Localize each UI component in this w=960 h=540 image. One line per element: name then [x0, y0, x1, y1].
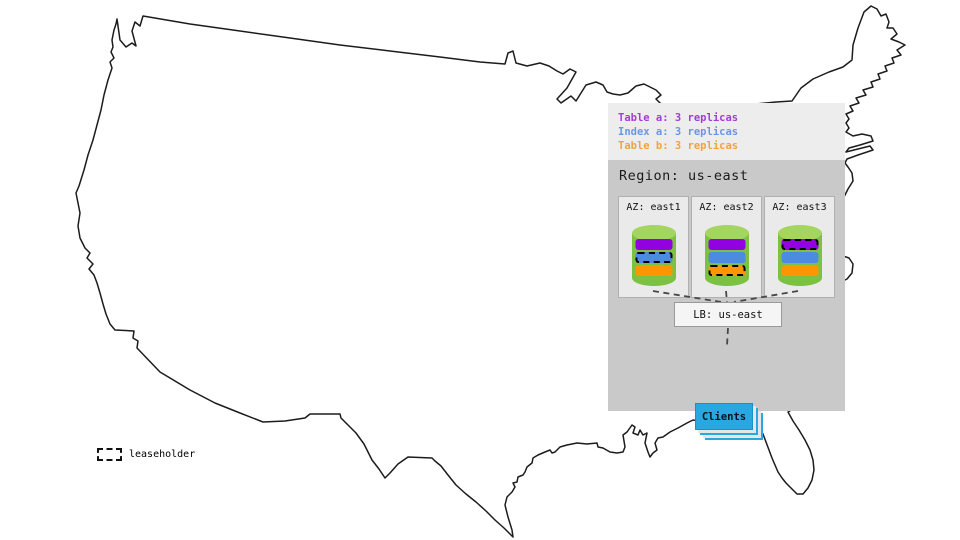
- replica-bars: [635, 239, 672, 278]
- replica-table-a: [635, 239, 672, 250]
- replica-table-a-leaseholder: [781, 239, 818, 250]
- az-label: AZ: east2: [699, 202, 754, 213]
- az-box-east2: AZ: east2: [691, 196, 762, 298]
- load-balancer-box: LB: us-east: [674, 302, 782, 327]
- replica-index-a: [708, 252, 745, 263]
- region-box: Region: us-east AZ: east1 AZ: east2: [608, 160, 845, 430]
- connector-lb-clients: [726, 327, 729, 347]
- topology-panel: Table a: 3 replicas Index a: 3 replicas …: [608, 103, 845, 430]
- replica-table-b: [635, 265, 672, 276]
- az-box-east3: AZ: east3: [764, 196, 835, 298]
- leaseholder-label: leaseholder: [129, 449, 196, 460]
- replica-index-a-leaseholder: [635, 252, 672, 263]
- az-label: AZ: east1: [626, 202, 681, 213]
- legend-item-table-a: Table a: 3 replicas: [618, 112, 739, 124]
- replica-table-b-leaseholder: [708, 265, 745, 276]
- az-box-east1: AZ: east1: [618, 196, 689, 298]
- region-title: Region: us-east: [619, 168, 749, 184]
- replica-bars: [781, 239, 818, 278]
- legend-item-table-b: Table b: 3 replicas: [618, 140, 739, 152]
- az-label: AZ: east3: [772, 202, 827, 213]
- replica-index-a: [781, 252, 818, 263]
- replica-table-b: [781, 265, 818, 276]
- leaseholder-key: leaseholder: [97, 448, 195, 461]
- az-row: AZ: east1 AZ: east2: [618, 196, 835, 298]
- replica-table-a: [708, 239, 745, 250]
- clients-box: Clients: [695, 403, 753, 430]
- leaseholder-swatch: [97, 448, 122, 461]
- replica-bars: [708, 239, 745, 278]
- replica-legend: Table a: 3 replicas Index a: 3 replicas …: [608, 103, 845, 160]
- legend-item-index-a: Index a: 3 replicas: [618, 126, 739, 138]
